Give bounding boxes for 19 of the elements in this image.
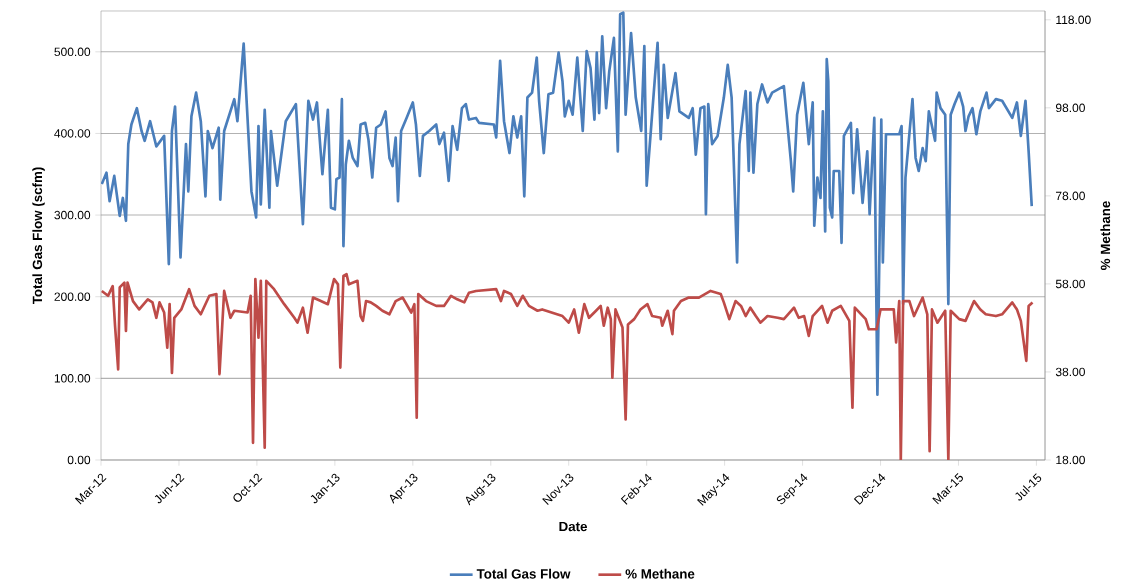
y2-tick-label: 38.00 [1055,367,1085,377]
line-series [101,11,1034,397]
x-axis-title: Date [559,521,587,532]
y-tick-label: 200.00 [54,292,91,301]
y2-tick-label: 58.00 [1055,279,1085,289]
y2-axis-title: % Methane [1100,201,1111,270]
legend-label: Total Gas Flow [476,568,571,579]
y-tick-label: 400.00 [54,129,91,138]
y2-tick-label: 98.00 [1055,103,1085,113]
y-tick-label: 500.00 [54,47,91,57]
line-series [101,272,1034,460]
y-axis-title: Total Gas Flow (scfm) [32,167,45,305]
y2-tick-label: 118.00 [1056,15,1091,25]
y2-tick-label: 18.00 [1056,455,1085,465]
y-tick-label: 0.00 [67,455,91,465]
y2-tick-label: 78.00 [1056,191,1085,201]
legend-label: % Methane [625,568,695,579]
y-tick-label: 300.00 [54,210,91,220]
y-tick-label: 100.00 [54,374,91,383]
